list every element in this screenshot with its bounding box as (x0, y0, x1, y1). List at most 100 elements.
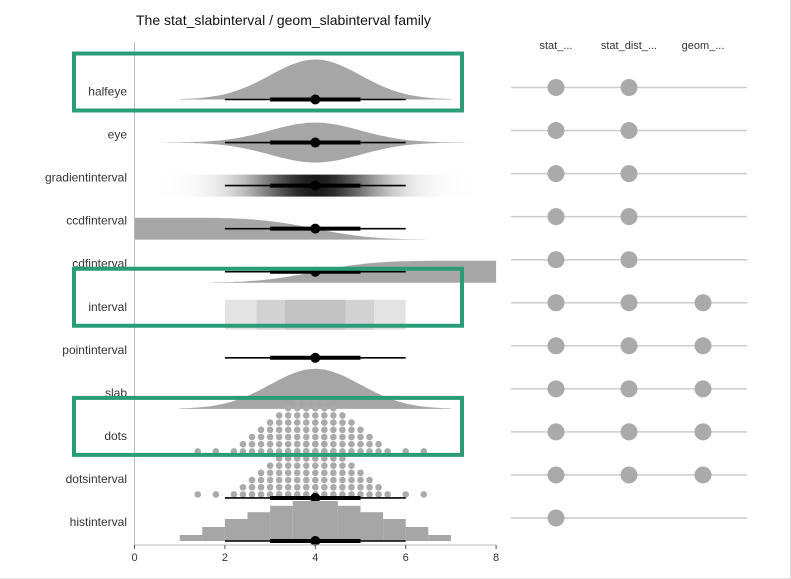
dot (339, 433, 346, 441)
hist-bin (224, 519, 248, 541)
dot (284, 469, 292, 477)
dot (321, 483, 328, 491)
hist-bin (405, 527, 429, 541)
availability-dot (694, 294, 712, 312)
dot (357, 469, 364, 477)
dot (330, 476, 337, 484)
highlight-boxes (72, 51, 464, 457)
hist-bin (179, 535, 203, 541)
dot (293, 462, 301, 469)
availability-dot (547, 122, 565, 140)
x-tick-label: 4 (312, 552, 318, 564)
dot (284, 426, 292, 434)
row-label-pointinterval: pointinterval (62, 343, 127, 357)
dot (257, 433, 265, 441)
dot (275, 469, 283, 477)
x-tick-label: 6 (403, 552, 409, 564)
dot (248, 491, 256, 498)
dot (302, 412, 310, 419)
row-pointinterval (224, 352, 406, 363)
hist-bin (337, 505, 361, 541)
hist-bin (360, 512, 384, 541)
dot (302, 404, 310, 412)
availability-dot (620, 208, 638, 226)
availability-panel: stat_... stat_dist_... geom_... (511, 40, 747, 527)
dot (266, 433, 274, 441)
dot (302, 462, 310, 469)
dot (257, 426, 265, 434)
dot (302, 419, 310, 426)
availability-dot (694, 423, 712, 441)
dot (357, 433, 364, 441)
point-estimate (310, 536, 321, 546)
column-header: stat_... (539, 40, 572, 52)
dot (239, 440, 247, 448)
dot (266, 476, 274, 484)
point-estimate (310, 223, 321, 234)
availability-dot (694, 466, 712, 484)
row-label-dots: dots (104, 429, 127, 443)
dot (257, 476, 265, 484)
dot (293, 476, 301, 484)
row-eye (161, 122, 469, 163)
dot (348, 462, 355, 469)
row-cdfinterval (211, 260, 497, 283)
hist-bin (270, 505, 293, 541)
highlight-box-interval (72, 266, 464, 328)
point-estimate (310, 352, 321, 363)
dot (348, 419, 355, 426)
dot (239, 483, 247, 491)
dot (302, 426, 310, 434)
availability-dot (620, 122, 638, 140)
dot (357, 426, 364, 434)
dot (312, 419, 319, 426)
dot (257, 491, 265, 498)
dot (366, 440, 373, 448)
row-label-ccdfinterval: ccdfinterval (66, 214, 127, 228)
point-estimate (310, 137, 321, 148)
availability-dot (547, 208, 565, 226)
dot (330, 440, 337, 448)
availability-dot (620, 79, 638, 96)
dot (275, 426, 283, 434)
dot (312, 433, 319, 441)
dot (348, 469, 355, 477)
availability-dot (620, 337, 638, 355)
dot (366, 483, 373, 491)
dot (275, 412, 283, 419)
dot (284, 440, 292, 448)
dot (321, 433, 328, 441)
slab-layer (134, 59, 497, 546)
dot (357, 476, 364, 484)
dot (266, 440, 274, 448)
dot (293, 412, 301, 419)
dot (330, 419, 337, 426)
dot (293, 469, 301, 477)
x-tick-label: 2 (222, 552, 228, 564)
dot (312, 404, 319, 412)
availability-dot (694, 380, 712, 398)
availability-dot (547, 165, 565, 183)
availability-dot (547, 294, 565, 312)
dot (366, 476, 373, 484)
dot (330, 462, 337, 469)
dot (366, 491, 373, 498)
hist-bin (202, 527, 225, 541)
availability-dot (547, 380, 565, 398)
dot (375, 483, 382, 491)
dot (348, 433, 355, 441)
dot (321, 469, 328, 477)
dot (302, 440, 310, 448)
row-histinterval (179, 501, 451, 546)
dot (339, 419, 346, 426)
dot (284, 412, 292, 419)
dot (402, 491, 410, 498)
highlight-box-halfeye (72, 51, 464, 113)
row-label-interval: interval (88, 300, 127, 314)
row-ccdfinterval (134, 217, 429, 240)
availability-dot (620, 165, 638, 183)
dot (302, 433, 310, 441)
dot (284, 433, 292, 441)
dot (284, 404, 292, 412)
dot (312, 483, 319, 491)
